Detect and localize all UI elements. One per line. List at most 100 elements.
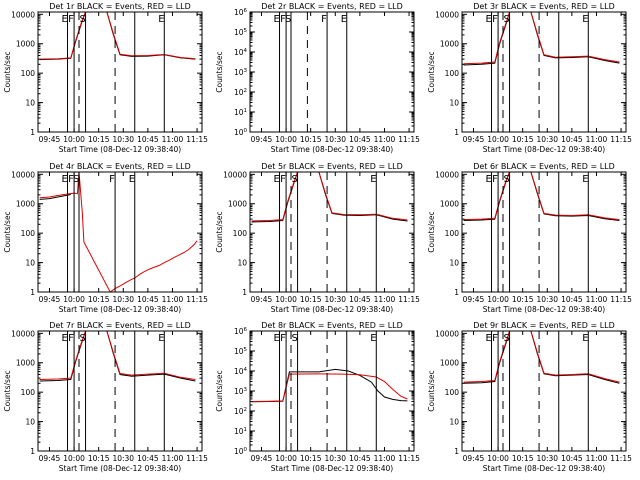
- x-tick-label: 10:45: [349, 454, 371, 463]
- x-tick-label: 10:45: [561, 454, 583, 463]
- series-line-lld: [39, 12, 196, 60]
- x-tick-label: 11:00: [586, 135, 608, 144]
- series-line-lld: [251, 172, 408, 222]
- y-tick-exponent: 0: [244, 447, 248, 453]
- marker-label: S: [80, 333, 86, 344]
- x-tick-label: 11:15: [398, 295, 420, 304]
- x-tick-label: 10:15: [88, 135, 110, 144]
- series-line-lld: [463, 172, 620, 221]
- y-tick-label: 104: [234, 367, 248, 376]
- series-line-events: [39, 193, 71, 200]
- marker-label: E: [129, 174, 135, 185]
- x-tick-label: 09:45: [251, 135, 273, 144]
- x-tick-label: 10:00: [63, 135, 85, 144]
- y-tick-label: 100: [234, 128, 248, 137]
- y-tick-label: 10: [237, 259, 247, 268]
- x-tick-label: 11:00: [374, 454, 396, 463]
- marker-label: E: [486, 333, 492, 344]
- x-tick-label: 10:00: [275, 295, 297, 304]
- x-tick-label: 11:15: [610, 454, 632, 463]
- x-tick-label: 11:15: [398, 135, 420, 144]
- marker-label: F: [109, 174, 115, 185]
- marker-label: F: [321, 14, 327, 25]
- y-tick-label: 1000: [16, 40, 35, 49]
- y-tick-label: 100: [445, 388, 460, 397]
- x-tick-label: 10:45: [561, 295, 583, 304]
- x-tick-label: 09:45: [251, 295, 273, 304]
- marker-label: F: [492, 333, 498, 344]
- marker-label: E: [486, 174, 492, 185]
- x-tick-label: 10:30: [112, 135, 134, 144]
- y-tick-label: 106: [234, 8, 248, 17]
- y-tick-label: 100: [21, 388, 36, 397]
- y-tick-label: 100: [21, 69, 36, 78]
- y-tick-label: 103: [234, 68, 248, 77]
- x-axis-label: Start Time (08-Dec-12 09:38:40): [59, 145, 181, 154]
- y-tick-exponent: 5: [244, 28, 248, 34]
- y-tick-label: 100: [445, 69, 460, 78]
- x-tick-label: 10:30: [536, 454, 558, 463]
- x-tick-label: 11:15: [398, 454, 420, 463]
- x-tick-label: 10:30: [112, 295, 134, 304]
- y-tick-exponent: 2: [244, 88, 248, 94]
- marker-label: S: [73, 174, 79, 185]
- x-tick-label: 10:30: [536, 295, 558, 304]
- y-tick-exponent: 1: [244, 427, 248, 433]
- y-tick-label: 101: [234, 108, 247, 117]
- x-tick-label: 10:00: [63, 454, 85, 463]
- marker-label: E: [582, 14, 588, 25]
- marker-label: F: [68, 333, 74, 344]
- x-tick-label: 11:15: [610, 295, 632, 304]
- plot-frame: [37, 330, 203, 452]
- marker-label: F: [492, 14, 498, 25]
- y-tick-label: 101: [234, 427, 247, 436]
- x-tick-label: 11:15: [186, 135, 208, 144]
- y-tick-label: 1000: [440, 200, 459, 209]
- y-axis-label: Counts/sec: [427, 370, 436, 411]
- y-tick-exponent: 6: [244, 8, 248, 14]
- y-tick-label: 104: [234, 48, 248, 57]
- x-tick-label: 10:00: [63, 295, 85, 304]
- y-tick-label: 100: [21, 229, 36, 238]
- y-tick-label: 1000: [440, 40, 459, 49]
- x-tick-label: 10:15: [300, 135, 322, 144]
- y-tick-label: 10000: [435, 10, 459, 19]
- y-tick-label: 106: [234, 327, 248, 336]
- y-axis-label: Counts/sec: [3, 51, 12, 92]
- y-tick-label: 100: [445, 229, 460, 238]
- marker-label: E: [274, 174, 280, 185]
- x-tick-label: 10:45: [349, 135, 371, 144]
- chart-title: Det 8r BLACK = Events, RED = LLD: [261, 321, 403, 330]
- marker-label: F: [68, 174, 74, 185]
- chart-title: Det 6r BLACK = Events, RED = LLD: [473, 162, 615, 171]
- marker-label: F: [280, 333, 286, 344]
- plot-frame: [249, 330, 415, 452]
- x-tick-label: 09:45: [39, 135, 61, 144]
- x-tick-label: 10:45: [561, 135, 583, 144]
- y-tick-label: 105: [234, 347, 248, 356]
- x-tick-label: 10:15: [512, 295, 534, 304]
- x-tick-label: 10:00: [275, 135, 297, 144]
- marker-label: E: [370, 333, 376, 344]
- x-tick-label: 11:15: [610, 135, 632, 144]
- y-axis-label: Counts/sec: [215, 51, 224, 92]
- x-axis-label: Start Time (08-Dec-12 09:38:40): [271, 464, 393, 473]
- x-tick-label: 11:15: [186, 295, 208, 304]
- y-tick-label: 10: [449, 259, 459, 268]
- marker-label: S: [504, 174, 510, 185]
- y-tick-label: 103: [234, 387, 248, 396]
- y-tick-label: 1: [30, 447, 35, 456]
- x-tick-label: 10:00: [487, 135, 509, 144]
- y-tick-label: 1: [454, 288, 459, 297]
- marker-label: S: [292, 174, 298, 185]
- y-tick-label: 10: [449, 99, 459, 108]
- marker-label: E: [274, 333, 280, 344]
- y-tick-exponent: 3: [244, 68, 248, 74]
- marker-label: E: [582, 174, 588, 185]
- y-axis-label: Counts/sec: [427, 211, 436, 252]
- x-tick-label: 11:00: [586, 454, 608, 463]
